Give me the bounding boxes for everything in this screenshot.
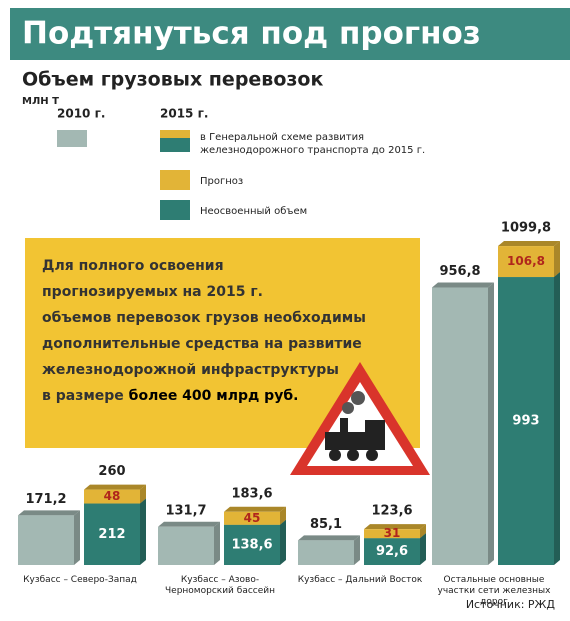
bar (364, 538, 420, 565)
chart-title: Объем грузовых перевозок (22, 69, 323, 91)
callout-line: Для полного освоения (42, 258, 224, 274)
bar-side (214, 521, 220, 565)
legend-label: 2010 г. (57, 107, 105, 121)
bar-top (432, 282, 494, 288)
bar (498, 246, 554, 278)
warning-sign (290, 362, 430, 475)
value-label: 212 (98, 527, 125, 542)
page-title: Подтянуться под прогноз (22, 16, 481, 52)
source: Источник: РЖД (466, 598, 556, 611)
bar-side (354, 535, 360, 565)
bar-side (554, 241, 560, 278)
callout-line: железнодорожной инфраструктуры (42, 362, 339, 378)
bar (84, 489, 140, 504)
bar (298, 540, 354, 565)
unit-label: МЛН Т (22, 96, 59, 107)
bar-top (498, 241, 560, 247)
callout-line: дополнительные средства на развитие (42, 336, 362, 352)
callout-line: объемов перевозок грузов необходимы (42, 310, 366, 326)
value-label: 48 (104, 489, 121, 503)
bar-side (420, 524, 426, 539)
value-label: 171,2 (25, 492, 66, 507)
legend-swatch (160, 130, 190, 138)
value-label: 85,1 (310, 517, 342, 532)
bar-top (298, 535, 360, 541)
bar (84, 503, 140, 565)
bar (18, 515, 74, 565)
callout-emphasis: более 400 млрд руб. (129, 388, 299, 404)
legend-label: железнодорожного транспорта до 2015 г. (200, 145, 425, 156)
callout-text: в размере (42, 388, 124, 404)
bar (498, 277, 554, 565)
value-label: 31 (384, 526, 401, 540)
bar (432, 287, 488, 565)
value-label: 138,6 (231, 537, 272, 552)
total-label: 123,6 (371, 504, 412, 519)
value-label: 92,6 (376, 544, 408, 559)
bar-side (280, 519, 286, 565)
category-label: Кузбасс – Северо-Запад (23, 575, 137, 585)
bar-top (224, 506, 286, 512)
value-label: 45 (244, 511, 261, 525)
total-label: 260 (98, 464, 125, 479)
value-label: 993 (512, 414, 539, 429)
legend-label: в Генеральной схеме развития (200, 132, 364, 143)
bar-top (84, 484, 146, 490)
total-label: 183,6 (231, 486, 272, 501)
legend-label: 2015 г. (160, 107, 208, 121)
bar (364, 529, 420, 539)
callout-line: прогнозируемых на 2015 г. (42, 284, 263, 300)
bar-top (18, 510, 80, 516)
bar-top (158, 521, 220, 527)
legend-swatch (160, 138, 190, 152)
callout-line: в размере более 400 млрд руб. (42, 388, 298, 404)
bar-side (280, 506, 286, 525)
value-label: 956,8 (439, 264, 480, 279)
legend-swatch (160, 170, 190, 190)
bar (224, 511, 280, 525)
category-label: Кузбасс – Дальний Восток (297, 575, 423, 585)
value-label: 106,8 (507, 254, 545, 268)
bar-side (140, 498, 146, 565)
bar-top (364, 524, 426, 530)
legend-label: Неосвоенный объем (200, 206, 307, 217)
legend-swatch (160, 200, 190, 220)
bar-side (420, 533, 426, 565)
header-band (10, 8, 570, 60)
bar (224, 524, 280, 565)
bar-side (140, 484, 146, 504)
category-label: Остальные основные участки сети железных… (437, 575, 551, 607)
category-label: Кузбасс – Азово-Черноморский бассейн (165, 575, 275, 596)
bar-side (554, 272, 560, 565)
legend-swatch (57, 130, 87, 147)
bar-side (74, 510, 80, 565)
bar (158, 526, 214, 565)
value-label: 131,7 (165, 503, 206, 518)
bar-side (488, 282, 494, 565)
total-label: 1099,8 (501, 221, 551, 236)
legend-label: Прогноз (200, 176, 243, 187)
